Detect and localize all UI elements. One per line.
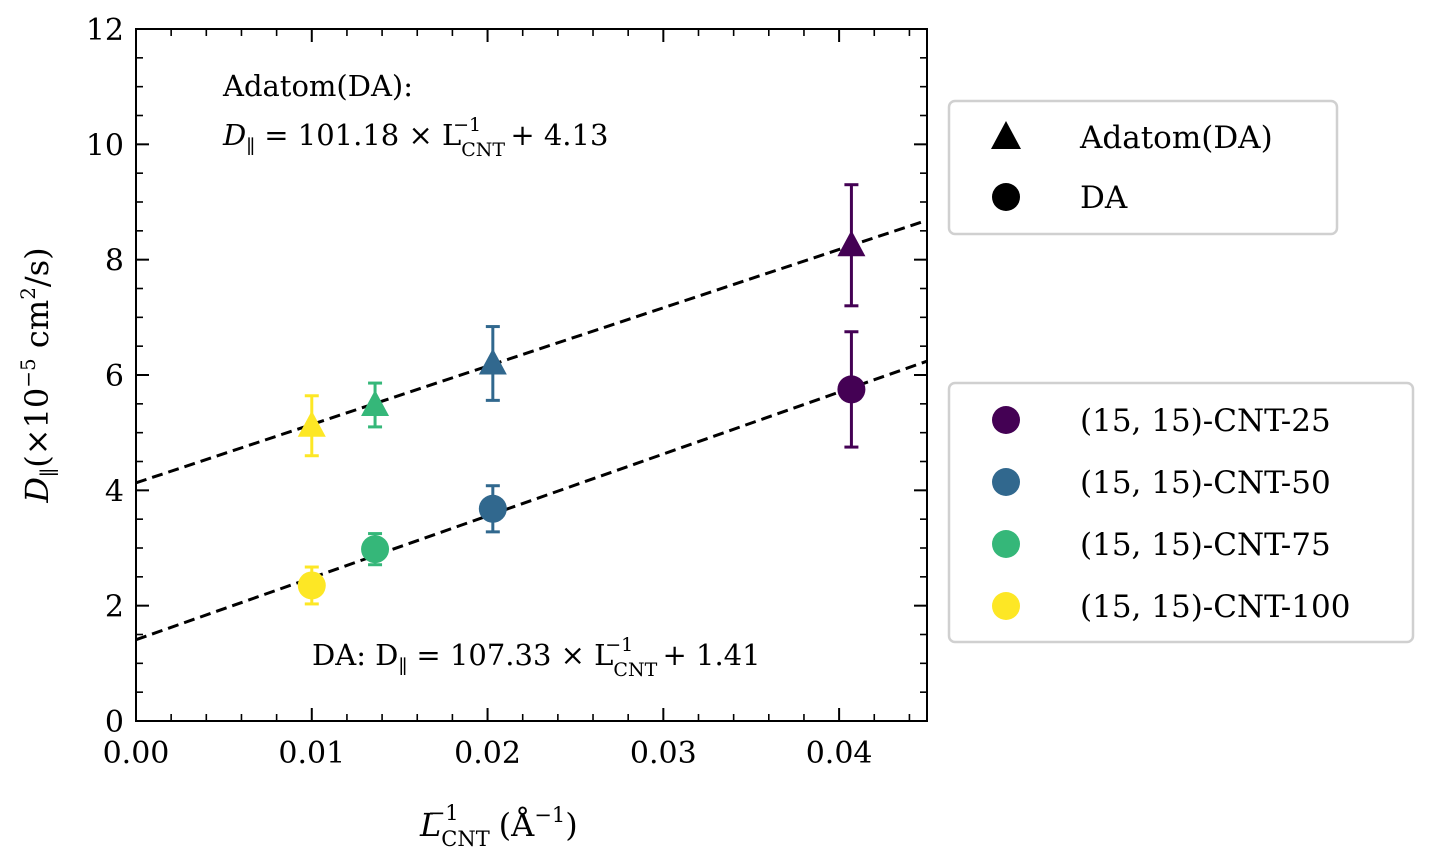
adatom-point [297, 394, 326, 458]
da-point [297, 565, 326, 606]
x-tick-label: 0.00 [103, 736, 170, 771]
da-point [361, 532, 390, 567]
x-tick-label: 0.02 [454, 736, 521, 771]
y-tick-label: 12 [86, 13, 124, 48]
adatom-annotation-title: Adatom(DA): [222, 69, 413, 103]
da-annotation: DA: D∥ = 107.33 × LCNT−1 + 1.41 [312, 634, 761, 681]
y-tick-label: 10 [86, 128, 124, 163]
triangle-marker [478, 348, 507, 375]
legend-swatch [992, 530, 1020, 558]
adatom-point [478, 325, 507, 402]
legend-item-adatom: Adatom(DA) [1079, 120, 1273, 156]
y-tick-label: 4 [105, 474, 124, 509]
triangle-marker [361, 389, 390, 416]
da-point [837, 330, 866, 449]
legend-swatch [992, 592, 1020, 620]
data-points [297, 183, 866, 606]
da-point [478, 484, 507, 534]
x-tick-labels: 0.00 0.01 0.02 0.03 0.04 [103, 736, 873, 771]
legend-markers: Adatom(DA) DA [947, 99, 1339, 236]
legend-item-system: (15, 15)-CNT-25 [1080, 403, 1331, 439]
adatom-point [837, 183, 866, 308]
y-tick-label: 6 [105, 359, 124, 394]
adatom-fit-equation: D∥ = 101.18 × LCNT−1 + 4.13 [222, 114, 608, 161]
fit-lines [136, 218, 927, 642]
legend-item-da: DA [1080, 180, 1128, 216]
axis-ticks [135, 28, 927, 722]
x-tick-label: 0.01 [278, 736, 345, 771]
legend-item-system: (15, 15)-CNT-50 [1080, 465, 1331, 501]
legend-swatch [992, 406, 1020, 434]
legend-systems-box [947, 381, 1415, 644]
triangle-marker [837, 230, 866, 257]
y-tick-label: 0 [105, 705, 124, 740]
x-axis-label: LCNT−1 (Å−1) [419, 801, 578, 851]
legend-triangle-marker [991, 121, 1021, 149]
plot-area: 0.00 0.01 0.02 0.03 0.04 0 2 4 6 8 10 12 [86, 13, 928, 771]
x-tick-label: 0.03 [630, 736, 697, 771]
y-tick-label: 8 [105, 244, 124, 279]
legend-systems: (15, 15)-CNT-25 (15, 15)-CNT-50 (15, 15)-C… [947, 381, 1415, 644]
fit-line-adatom [136, 218, 927, 485]
legend-item-system: (15, 15)-CNT-100 [1080, 589, 1350, 625]
circle-marker [478, 494, 507, 523]
legend-markers-box [947, 99, 1339, 236]
x-tick-label: 0.04 [806, 736, 873, 771]
y-axis-label: D∥(×10−5 cm2/s) [16, 247, 61, 503]
legend-item-system: (15, 15)-CNT-75 [1080, 527, 1331, 563]
da-fit-equation: DA: D∥ = 107.33 × LCNT−1 + 1.41 [312, 634, 761, 681]
circle-marker [837, 375, 866, 404]
legend-circle-marker [992, 183, 1020, 211]
y-tick-labels: 0 2 4 6 8 10 12 [86, 13, 124, 740]
legend-swatch [992, 468, 1020, 496]
circle-marker [361, 535, 390, 564]
adatom-point [361, 381, 390, 429]
y-tick-label: 2 [105, 590, 124, 625]
adatom-annotation: Adatom(DA): D∥ = 101.18 × LCNT−1 + 4.13 [222, 69, 608, 161]
circle-marker [297, 571, 326, 600]
triangle-marker [297, 410, 326, 437]
fit-line-da [136, 359, 927, 642]
